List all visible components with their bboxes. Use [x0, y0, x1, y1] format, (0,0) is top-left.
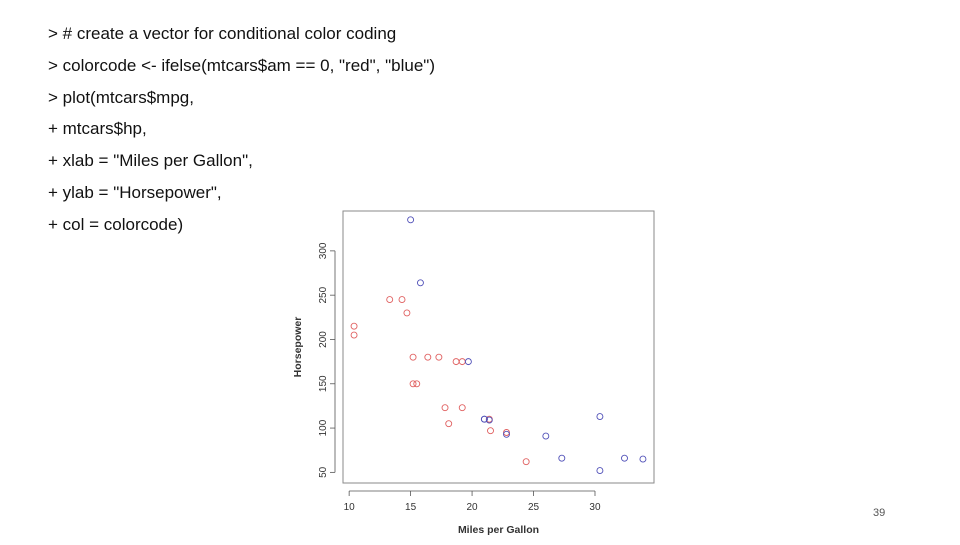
- data-point-blue: [416, 279, 424, 287]
- data-point-red: [445, 420, 453, 428]
- data-point-red: [413, 380, 421, 388]
- data-point-red: [350, 322, 358, 330]
- x-tick-label: 25: [528, 502, 540, 513]
- data-point-blue: [621, 454, 628, 462]
- data-point-blue: [485, 416, 493, 424]
- data-points: [350, 216, 647, 475]
- y-tick-label: 200: [318, 331, 329, 348]
- data-point-blue: [407, 216, 415, 224]
- data-point-blue: [596, 467, 604, 475]
- x-tick-label: 10: [344, 502, 356, 513]
- code-line-6: + ylab = "Horsepower",: [48, 182, 222, 202]
- code-line-2: > colorcode <- ifelse(mtcars$am == 0, "r…: [48, 55, 435, 75]
- data-point-red: [409, 380, 417, 388]
- plot-frame: [342, 210, 655, 484]
- x-tick-label: 20: [467, 502, 479, 513]
- data-point-blue: [542, 432, 550, 440]
- scatter-plot-figure: 10 15 20 25 30 50 100 150 200 250 300 Miles per G…: [285, 205, 665, 545]
- y-tick-label: 150: [318, 375, 329, 392]
- y-tick-label: 50: [318, 466, 329, 478]
- data-point-blue: [639, 455, 647, 463]
- data-point-red: [403, 309, 411, 317]
- code-line-4: + mtcars$hp,: [48, 119, 147, 139]
- x-axis-label: Miles per Gallon: [458, 524, 539, 536]
- y-tick-label: 250: [318, 286, 329, 303]
- data-point-blue: [464, 358, 472, 366]
- y-tick-label: 300: [318, 242, 329, 259]
- code-line-7: + col = colorcode): [48, 214, 184, 234]
- y-axis-label: Horsepower: [292, 317, 304, 378]
- data-point-red: [522, 458, 530, 466]
- data-point-red: [441, 404, 449, 412]
- code-line-3: > plot(mtcars$mpg,: [48, 87, 194, 107]
- code-block: > # create a vector for conditional colo…: [48, 22, 435, 245]
- x-tick-label: 15: [405, 502, 417, 513]
- data-point-red: [487, 427, 494, 435]
- data-point-red: [386, 296, 394, 304]
- data-point-blue: [480, 415, 488, 423]
- code-line-1: > # create a vector for conditional colo…: [48, 24, 397, 43]
- data-point-blue: [503, 430, 510, 438]
- data-point-blue: [558, 454, 566, 462]
- x-axis: 10 15 20 25 30: [344, 490, 601, 513]
- data-point-blue: [596, 413, 604, 421]
- data-point-red: [350, 331, 358, 339]
- code-line-5: + xlab = "Miles per Gallon",: [48, 151, 253, 171]
- data-point-red: [409, 353, 417, 361]
- x-tick-label: 30: [589, 502, 601, 513]
- y-tick-label: 100: [318, 419, 329, 436]
- data-point-red: [424, 353, 432, 361]
- y-axis: 50 100 150 200 250 300: [318, 242, 336, 478]
- data-point-red: [398, 296, 406, 304]
- data-point-red: [435, 353, 443, 361]
- data-point-red: [503, 429, 510, 436]
- data-point-red: [458, 404, 466, 412]
- scatter-plot: 10 15 20 25 30 50 100 150 200 250 300 Miles per G…: [292, 210, 655, 536]
- data-point-red: [458, 358, 466, 366]
- page-number: 39: [873, 507, 886, 519]
- data-point-red: [452, 358, 460, 366]
